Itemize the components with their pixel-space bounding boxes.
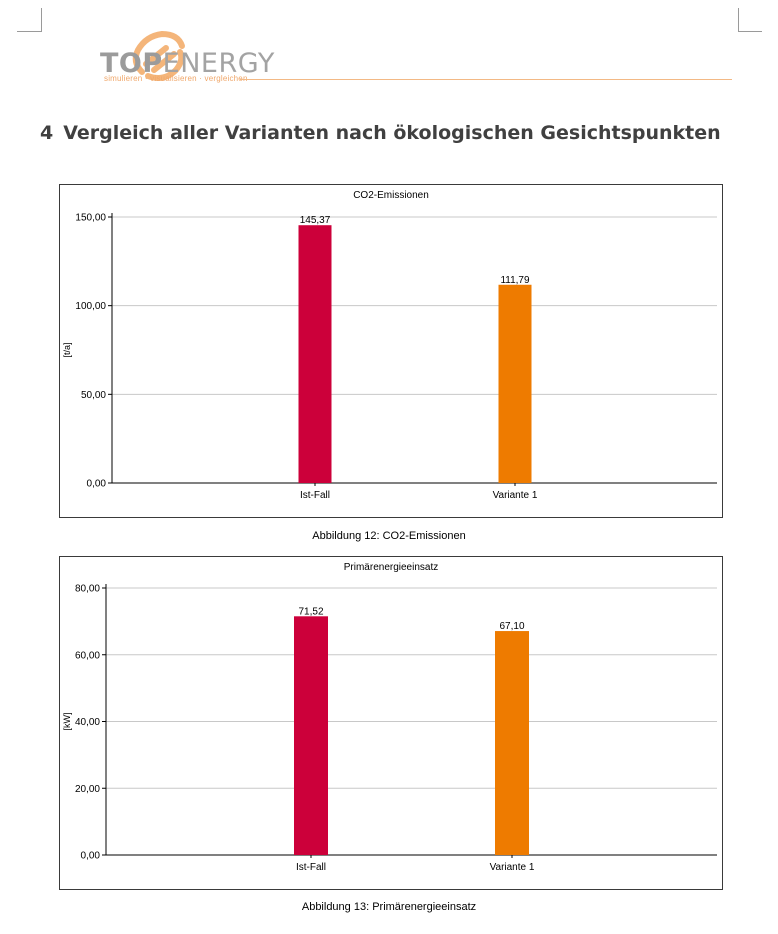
section-heading: 4 Vergleich aller Varianten nach ökologis… [40,122,721,144]
x-tick-label: Variante 1 [493,490,538,501]
data-label: 111,79 [500,275,530,286]
y-tick-label: 0,00 [87,479,107,490]
section-title: Vergleich aller Varianten nach ökologisc… [63,122,721,144]
y-tick-label: 50,00 [81,390,106,401]
y-tick-label: 0,00 [81,851,101,862]
y-tick-label: 100,00 [75,301,106,312]
x-tick-label: Variante 1 [490,862,535,873]
data-label: 145,37 [300,215,331,226]
corner-mark-right-horizontal [738,31,762,32]
primary-energy-chart: Primärenergieeinsatz 0,00 20,00 40,00 60,00 8… [59,556,723,890]
chart-title: CO2-Emissionen [353,190,429,201]
corner-mark-left-horizontal [17,31,41,32]
data-label: 71,52 [298,606,323,617]
y-tick-label: 40,00 [75,717,100,728]
x-tick-label: Ist-Fall [296,862,326,873]
y-axis-label: [kW] [62,713,72,731]
brand-top: TOP [100,48,163,79]
brand-tagline: simulieren · visualisieren · vergleichen [104,74,248,83]
brand-name: TOPENERGY [100,50,275,77]
primary-energy-chart-svg: Primärenergieeinsatz 0,00 20,00 40,00 60,00 8… [62,562,717,873]
section-number: 4 [40,122,54,144]
x-tick-label: Ist-Fall [300,490,330,501]
header-rule [240,79,732,80]
brand-energy: ENERGY [162,48,275,79]
data-label: 67,10 [499,621,524,632]
bar-ist-fall [294,616,328,855]
co2-chart-caption: Abbildung 12: CO2-Emissionen [312,530,466,542]
bar-variante-1 [498,284,532,483]
corner-mark-right-vertical [738,8,739,32]
y-axis-label: [t/a] [62,342,72,357]
co2-chart: CO2-Emissionen 0,00 50,00 100,00 150,00 [t/a]… [59,184,723,518]
corner-mark-left-vertical [41,8,42,32]
co2-chart-svg: CO2-Emissionen 0,00 50,00 100,00 150,00 [t/a]… [62,190,717,501]
bar-variante-1 [495,631,529,855]
chart-title: Primärenergieeinsatz [344,562,439,573]
y-tick-label: 150,00 [75,213,106,224]
topenergy-logo-icon [132,31,185,81]
bar-ist-fall [298,225,332,483]
y-tick-label: 20,00 [75,784,100,795]
y-tick-label: 80,00 [75,584,100,595]
y-tick-label: 60,00 [75,650,100,661]
primary-energy-chart-caption: Abbildung 13: Primärenergieeinsatz [301,901,477,913]
